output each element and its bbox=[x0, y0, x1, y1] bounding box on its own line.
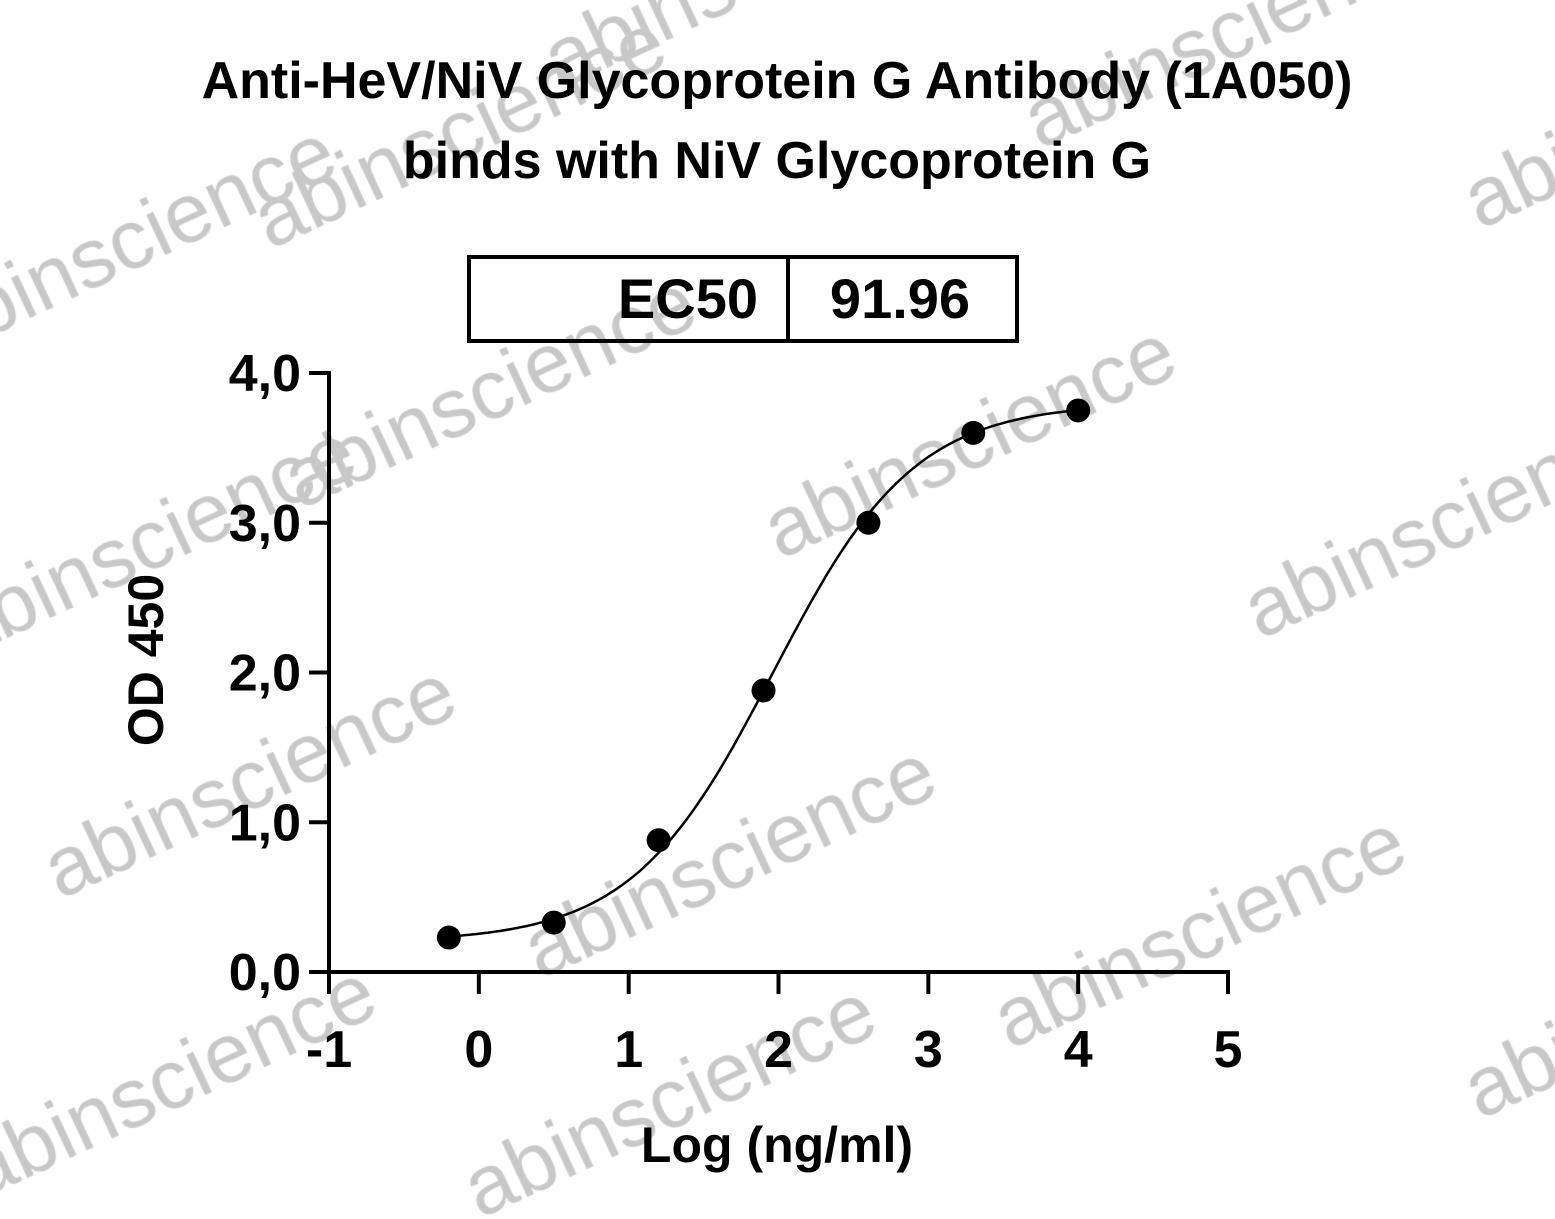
data-point bbox=[856, 510, 881, 535]
y-tick-label: 0,0 bbox=[229, 944, 301, 1002]
fit-curve bbox=[448, 408, 1079, 938]
x-tick-label: 2 bbox=[764, 1021, 793, 1079]
y-tick-label: 4,0 bbox=[229, 345, 301, 403]
data-point bbox=[1066, 398, 1091, 423]
data-point bbox=[961, 420, 986, 445]
chart-title-line-2: binds with NiV Glycoprotein G bbox=[403, 132, 1151, 190]
ec50-table-border bbox=[467, 255, 1019, 343]
data-points bbox=[436, 398, 1091, 950]
data-point bbox=[751, 678, 776, 703]
data-point bbox=[541, 910, 566, 935]
ec50-label: EC50 bbox=[618, 267, 758, 330]
y-tick-label: 2,0 bbox=[229, 645, 301, 703]
axes: 0,0 1,0 2,0 3,0 4,0 -1 0 1 2 3 4 5 bbox=[229, 345, 1243, 1079]
data-point bbox=[646, 828, 671, 853]
x-tick-label: 3 bbox=[914, 1021, 943, 1079]
x-tick-label: 4 bbox=[1064, 1021, 1093, 1079]
x-tick-label: 5 bbox=[1214, 1021, 1243, 1079]
x-tick-label: 0 bbox=[464, 1021, 493, 1079]
y-axis-label: OD 450 bbox=[118, 574, 174, 746]
y-tick-label: 1,0 bbox=[229, 794, 301, 852]
chart-title-line-1: Anti-HeV/NiV Glycoprotein G Antibody (1A… bbox=[202, 52, 1353, 110]
ec50-table: EC50 91.96 bbox=[467, 255, 1019, 343]
y-tick-label: 3,0 bbox=[229, 495, 301, 553]
ec50-value: 91.96 bbox=[830, 267, 970, 330]
x-tick-label: 1 bbox=[614, 1021, 643, 1079]
x-tick-label: -1 bbox=[306, 1021, 352, 1079]
data-point bbox=[436, 925, 461, 950]
x-axis-label: Log (ng/ml) bbox=[641, 1117, 913, 1173]
